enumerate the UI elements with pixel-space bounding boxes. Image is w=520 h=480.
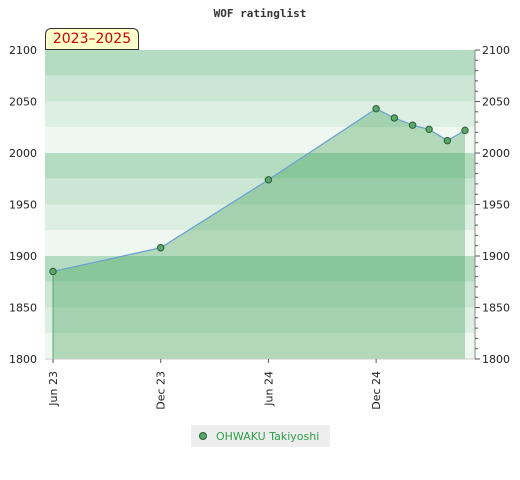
background-band xyxy=(45,204,475,231)
x-tick-label: Dec 24 xyxy=(370,371,383,410)
data-point xyxy=(390,114,399,122)
data-point xyxy=(49,267,57,276)
legend[interactable]: OHWAKU Takiyoshi xyxy=(191,425,330,447)
data-point xyxy=(264,176,273,184)
y-tick-label-right: 1900 xyxy=(482,250,510,263)
background-band xyxy=(45,333,475,359)
legend-marker-icon xyxy=(199,432,207,440)
data-point xyxy=(372,105,380,113)
background-band xyxy=(45,281,475,308)
background-band xyxy=(45,307,475,334)
background-band xyxy=(45,256,475,282)
data-point xyxy=(425,125,433,134)
y-tick-label-left: 1800 xyxy=(9,353,37,366)
y-tick-label-left: 1850 xyxy=(9,302,37,315)
y-tick-label-left: 2100 xyxy=(9,44,37,57)
series-area-fill xyxy=(53,108,465,360)
y-tick-label-left: 1950 xyxy=(9,199,37,212)
y-tick-label-left: 2050 xyxy=(9,96,37,109)
y-tick-label-left: 1900 xyxy=(9,250,37,263)
period-badge: 2023–2025 xyxy=(45,28,139,50)
background-bands xyxy=(45,50,475,359)
background-band xyxy=(45,101,475,128)
x-tick-label: Jun 23 xyxy=(47,371,60,407)
data-point xyxy=(408,121,417,129)
background-band xyxy=(45,50,475,76)
background-band xyxy=(45,153,475,179)
x-tick-label: Dec 23 xyxy=(155,371,168,410)
y-tick-label-right: 2050 xyxy=(482,96,510,109)
y-tick-label-right: 2000 xyxy=(482,147,510,160)
data-point xyxy=(461,126,469,135)
background-band xyxy=(45,178,475,205)
data-point xyxy=(443,136,452,145)
y-tick-label-right: 2100 xyxy=(482,44,510,57)
y-tick-label-right: 1850 xyxy=(482,302,510,315)
background-band xyxy=(45,127,475,153)
y-tick-label-right: 1800 xyxy=(482,353,510,366)
data-point xyxy=(157,244,165,252)
axes: 1800 1800 1850 1850 1900 1900 1950 1950 2000 2000… xyxy=(9,44,510,410)
y-tick-label-left: 2000 xyxy=(9,147,37,160)
x-tick-label: Jun 24 xyxy=(262,371,275,407)
background-band xyxy=(45,230,475,256)
series-points xyxy=(49,105,469,276)
chart-title: WOF ratinglist xyxy=(214,7,307,20)
y-tick-label-right: 1950 xyxy=(482,199,510,212)
legend-label: OHWAKU Takiyoshi xyxy=(216,429,320,443)
background-band xyxy=(45,75,475,102)
